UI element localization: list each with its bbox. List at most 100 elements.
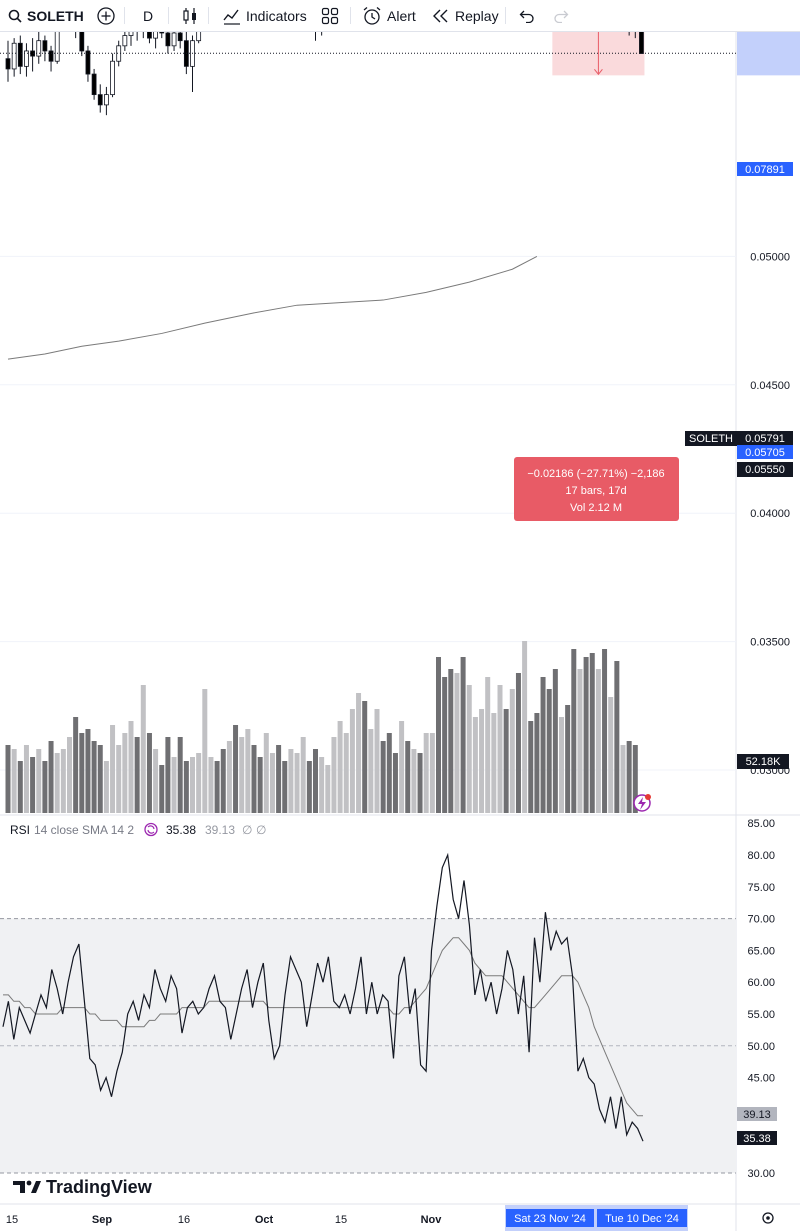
chart-canvas[interactable]: −0.02186 (−27.71%) −2,186 17 bars, 17d V…: [0, 32, 800, 1231]
crosshair-price-tag: 0.05550: [737, 462, 793, 477]
volume-bar: [509, 689, 515, 813]
price-tick-label: 0.03500: [750, 637, 790, 649]
moving-average-line: [7, 255, 538, 360]
tradingview-logo[interactable]: TradingView: [13, 1177, 153, 1197]
rsi-sma-line: [3, 937, 643, 1117]
volume-bar: [276, 745, 282, 813]
toolbar-divider: [350, 7, 351, 24]
volume-bar: [331, 737, 337, 813]
volume-bar: [472, 717, 478, 813]
symbol-name: SOLETH: [27, 7, 84, 24]
time-label: Nov: [421, 1214, 443, 1226]
settings-gear-icon[interactable]: [762, 1212, 774, 1224]
chart-type-button[interactable]: [182, 0, 198, 31]
volume-bar: [134, 737, 140, 813]
rsi-tick-label: 30.00: [747, 1168, 775, 1180]
candle: [122, 32, 128, 51]
rsi-legend[interactable]: RSI 14 close SMA 14 2 35.38 39.13 ∅ ∅: [10, 822, 266, 837]
volume-bar: [208, 757, 214, 813]
rsi-value-tag-label: 35.38: [743, 1133, 771, 1145]
volume-bar: [171, 757, 177, 813]
alert-button[interactable]: Alert: [362, 0, 416, 31]
volume-bar: [356, 693, 362, 813]
candle: [171, 32, 177, 51]
volume-bar: [374, 709, 380, 813]
volume-bar: [319, 757, 325, 813]
volume-bar: [257, 757, 263, 813]
candle-body: [177, 32, 183, 42]
candle-body: [79, 32, 85, 52]
time-labels: 15 Sep 16 Oct 15 Nov: [6, 1214, 442, 1226]
compare-symbol-button[interactable]: [96, 0, 116, 31]
volume-bar: [220, 749, 226, 813]
candle-body: [639, 32, 644, 54]
volume-bar: [42, 761, 48, 813]
undo-button[interactable]: [519, 0, 535, 31]
range-high-label: 0.07891: [745, 164, 785, 176]
volume-bar: [91, 741, 97, 813]
volume-bar: [571, 649, 577, 813]
volume-bar: [245, 729, 251, 813]
rsi-settings-icon[interactable]: [144, 822, 158, 837]
candle-body: [42, 40, 48, 52]
candle-body: [110, 60, 115, 96]
rsi-tick-label: 70.00: [747, 914, 775, 926]
volume-bar: [159, 765, 165, 813]
measure-tooltip: −0.02186 (−27.71%) −2,186 17 bars, 17d V…: [514, 457, 679, 521]
volume-bar: [454, 673, 460, 813]
volume-bar: [540, 677, 546, 813]
volume-bar: [405, 741, 411, 813]
rsi-hidden-value-2: ∅: [256, 823, 266, 837]
rsi-tick-label: 50.00: [747, 1041, 775, 1053]
volume-bar: [626, 741, 632, 813]
volume-bar: [503, 709, 509, 813]
volume-bar: [300, 737, 306, 813]
volume-bar: [282, 761, 288, 813]
search-icon: [8, 9, 22, 23]
candle: [147, 32, 152, 44]
indicators-button[interactable]: Indicators: [223, 0, 307, 31]
volume-bar: [349, 709, 355, 813]
volume-bar: [602, 649, 608, 813]
rsi-line: [2, 852, 644, 1142]
time-axis[interactable]: 15 Sep 16 Oct 15 Nov Sat 23 Nov '24 Tue 10 De…: [0, 1203, 800, 1231]
candle: [159, 32, 165, 39]
volume-bar: [577, 669, 583, 813]
volume-bar: [522, 641, 528, 813]
candle-body: [165, 32, 171, 47]
candle: [165, 32, 171, 54]
rsi-tick-label: 80.00: [747, 850, 775, 862]
last-price-label: 0.05791: [745, 433, 785, 445]
symbol-search-button[interactable]: SOLETH: [8, 0, 84, 31]
flash-icon[interactable]: [633, 794, 651, 812]
volume-bar: [552, 669, 558, 813]
redo-button[interactable]: [553, 0, 569, 31]
volume-bar: [269, 753, 275, 813]
top-toolbar: SOLETH D Indicators: [0, 0, 800, 32]
candle-body: [54, 32, 60, 62]
price-tick-label: 0.05000: [750, 251, 790, 263]
layouts-button[interactable]: [321, 0, 339, 31]
candle-body: [128, 32, 134, 36]
candle: [11, 38, 17, 77]
volume-bar: [620, 745, 626, 813]
volume-bar: [288, 749, 294, 813]
time-label: 15: [335, 1214, 347, 1226]
volume-bar: [306, 761, 312, 813]
volume-bar: [343, 733, 349, 813]
volume-bar: [466, 685, 472, 813]
logo-mark-slash: [31, 1181, 41, 1193]
alarm-clock-icon: [363, 6, 381, 25]
interval-button[interactable]: D: [143, 0, 153, 31]
main-pane[interactable]: [0, 32, 800, 815]
rsi-pane[interactable]: 85.00 80.00 75.00 70.00 65.00 60.00 55.00 50.00…: [0, 818, 777, 1180]
volume-bar: [183, 761, 189, 813]
volume-bar: [48, 741, 54, 813]
volume-bar: [337, 721, 343, 813]
measure-change: −0.02186 (−27.71%) −2,186: [527, 468, 664, 480]
volume-bar: [436, 657, 441, 813]
candle: [48, 45, 54, 72]
replay-button[interactable]: Replay: [432, 0, 499, 31]
measure-arrows: [594, 32, 603, 76]
volume-bar: [140, 685, 146, 813]
